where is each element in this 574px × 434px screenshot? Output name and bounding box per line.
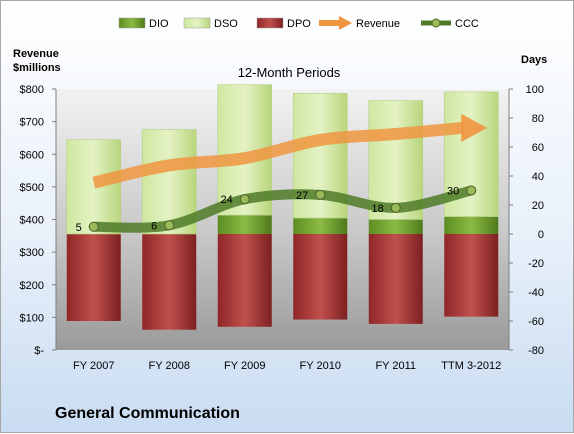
x-axis: FY 2007 FY 2008 FY 2009 FY 2010 FY 2011 TTM 3… [73,360,501,372]
dpo-bar [142,234,197,330]
right-tick-label: 60 [532,142,544,154]
right-tick-label: 40 [532,171,544,183]
dso-bar [66,139,122,235]
left-tick-label: $400 [20,215,44,227]
legend-marker [431,18,441,28]
legend-swatch [118,17,146,29]
revenue-line [92,121,464,189]
ccc-data-label: 27 [296,190,308,202]
ccc-line [88,185,477,233]
right-tick-label: -20 [528,258,544,270]
x-category-label: FY 2011 [375,360,416,372]
ccc-data-label: 5 [76,222,82,234]
ccc-marker [164,220,175,231]
legend: DIO DSO DPO Revenue CCC [118,16,479,30]
ccc-data-label: 24 [221,194,233,206]
ccc-marker [88,221,99,232]
x-category-label: FY 2007 [73,360,114,372]
legend-swatch [256,17,284,29]
left-tick-label: $- [34,345,44,357]
left-axis-label-line-2: $millions [13,62,61,74]
left-tick-label: $300 [20,247,44,259]
ccc-data-label: 6 [151,220,157,232]
right-tick-label: 0 [538,229,544,241]
right-axis-label: Days [521,54,547,66]
left-tick-label: $700 [20,117,44,129]
chart-title: 12-Month Periods [238,65,341,80]
ccc-data-label: 18 [372,203,384,215]
x-category-label: FY 2008 [149,360,190,372]
dio-bar [444,216,499,234]
ccc-marker [239,194,250,205]
x-category-label: TTM 3-2012 [441,360,501,372]
right-tick-label: 100 [526,84,544,96]
ccc-marker [390,202,401,213]
x-category-label: FY 2010 [300,360,341,372]
right-tick-label: 80 [532,113,544,125]
revenue-series [92,113,488,189]
x-category-label: FY 2009 [224,360,265,372]
legend-arrowhead [339,16,352,30]
ccc-series: 5 6 24 27 18 30 [76,185,477,234]
left-tick-label: $500 [20,182,44,194]
bars-group [66,84,499,330]
right-tick-label: 20 [532,200,544,212]
dpo-bar [293,234,348,320]
left-tick-label: $200 [20,280,44,292]
dpo-bar [217,234,272,327]
ccc-marker [315,189,326,200]
revenue-arrowhead [461,113,488,142]
legend-label: Revenue [356,18,400,30]
ccc-marker [466,185,477,196]
ccc-data-label: 30 [447,186,459,198]
dio-bar [217,215,272,234]
legend-label: CCC [455,18,479,30]
dio-bar [368,219,423,234]
dio-bar [293,218,348,234]
legend-swatch [183,17,211,29]
left-tick-label: $100 [20,312,44,324]
left-tick-label: $800 [20,84,44,96]
left-axis: $- $100 $200 $300 $400 $500 $600 $700 $800 [20,84,57,357]
left-tick-label: $600 [20,149,44,161]
right-axis: -80 -60 -40 -20 0 20 40 60 80 100 [508,84,544,357]
legend-label: DIO [149,18,169,30]
dpo-bar [368,234,423,324]
right-tick-label: -60 [528,316,544,328]
legend-label: DSO [214,18,238,30]
dpo-bar [66,234,121,321]
legend-label: DPO [287,18,311,30]
company-name: General Communication [55,405,240,422]
right-tick-label: -80 [528,345,544,357]
right-tick-label: -40 [528,287,544,299]
left-axis-label-line-1: Revenue [13,48,59,60]
dpo-bar [444,234,499,317]
dso-bar [368,100,424,220]
